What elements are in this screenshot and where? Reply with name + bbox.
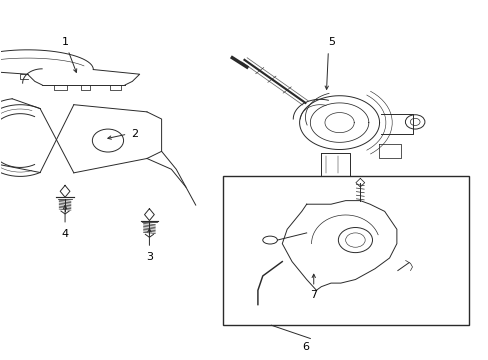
Text: 6: 6	[301, 342, 308, 352]
Text: 4: 4	[61, 229, 68, 239]
Text: 1: 1	[62, 37, 69, 46]
Text: 3: 3	[145, 252, 153, 262]
Text: 7: 7	[309, 291, 317, 301]
Text: 2: 2	[131, 129, 138, 139]
Bar	[222, 176, 468, 325]
Text: 5: 5	[327, 37, 334, 47]
